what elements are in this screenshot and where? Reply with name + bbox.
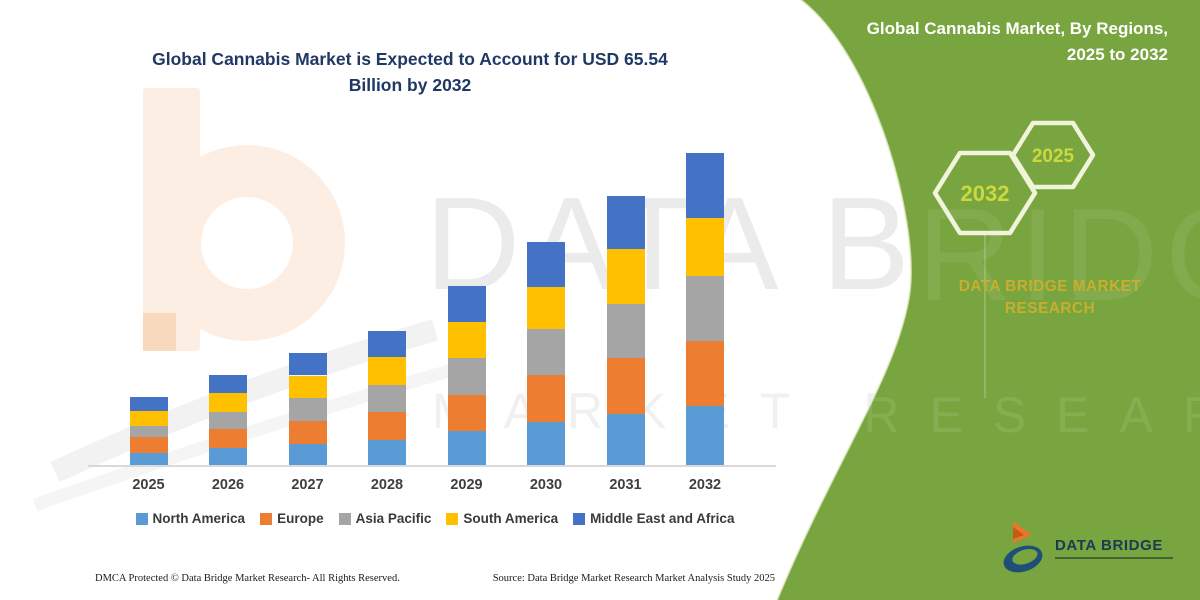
side-panel-background <box>777 0 1200 600</box>
axis-label-year-2031: 2031 <box>609 477 642 493</box>
legend-label: North America <box>152 511 246 526</box>
legend-label: Europe <box>277 511 324 526</box>
legend-swatch-icon <box>446 512 459 525</box>
axis-label-year-2028: 2028 <box>370 477 404 493</box>
brand-caption: DATA BRIDGE MARKET RESEARCH <box>958 278 1142 318</box>
footer-dmca-text: DMCA Protected © Data Bridge Market Rese… <box>95 573 400 584</box>
panel-heading-line1: Global Cannabis Market, By Regions, <box>866 19 1168 38</box>
bar-2032-segment-north-america <box>686 406 724 465</box>
bar-2025-segment-asia-pacific <box>129 426 168 438</box>
legend-item-south-america: South America <box>446 511 558 526</box>
company-logo: DATA BRIDGE <box>1000 520 1173 576</box>
bar-2025-segment-south-america <box>129 410 168 427</box>
bar-2031-segment-asia-pacific <box>606 303 645 359</box>
bar-2029-segment-north-america <box>447 431 486 465</box>
bar-2029-segment-europe <box>447 394 486 432</box>
footer-source-text: Source: Data Bridge Market Research Mark… <box>492 573 775 584</box>
axis-label-year-2026: 2026 <box>211 477 245 493</box>
bar-2032-segment-asia-pacific <box>686 276 724 342</box>
bar-2028-segment-south-america <box>368 357 406 386</box>
bar-2030-segment-middle-east-and-africa <box>527 241 565 287</box>
bar-2030-segment-asia-pacific <box>527 329 565 375</box>
legend-item-asia-pacific: Asia Pacific <box>338 511 432 526</box>
bar-2032-segment-middle-east-and-africa <box>686 153 724 218</box>
legend-label: South America <box>463 511 559 526</box>
bar-2028-segment-europe <box>368 412 406 440</box>
legend-swatch-icon <box>338 512 351 525</box>
bar-2025-segment-middle-east-and-africa <box>129 397 168 411</box>
bar-2025-segment-europe <box>129 437 168 453</box>
bar-2025-segment-north-america <box>129 452 168 465</box>
bar-2027-segment-asia-pacific <box>288 398 327 421</box>
bar-2031-segment-middle-east-and-africa <box>606 196 645 249</box>
logo-divider <box>1055 557 1173 559</box>
panel-heading: Global Cannabis Market, By Regions, 2025… <box>828 16 1168 67</box>
bar-2026-segment-asia-pacific <box>209 412 247 429</box>
axis-label-year-2029: 2029 <box>450 477 483 493</box>
bar-2031-segment-south-america <box>606 248 645 304</box>
axis-label-year-2027: 2027 <box>291 477 324 493</box>
bar-2027-segment-south-america <box>288 375 327 399</box>
axis-label-year-2025: 2025 <box>132 477 165 493</box>
bar-2032-segment-south-america <box>686 217 724 276</box>
axis-label-year-2032: 2032 <box>688 477 722 493</box>
bar-2026-segment-europe <box>209 428 247 448</box>
bar-2027-segment-north-america <box>288 444 327 465</box>
bar-2029-segment-middle-east-and-africa <box>447 286 486 322</box>
bar-2028-segment-north-america <box>368 439 406 465</box>
company-logo-text: DATA BRIDGE <box>1055 537 1163 555</box>
bar-2027-segment-middle-east-and-africa <box>288 352 327 376</box>
bar-2026-segment-middle-east-and-africa <box>209 375 247 394</box>
legend-swatch-icon <box>260 512 273 525</box>
bar-2031-segment-north-america <box>606 414 645 465</box>
bar-2031-segment-europe <box>606 358 645 415</box>
bar-2027-segment-europe <box>288 420 327 445</box>
hexagon-2032-label: 2032 <box>961 181 1010 206</box>
bar-2026-segment-north-america <box>209 447 247 465</box>
footer: DMCA Protected © Data Bridge Market Rese… <box>95 573 775 584</box>
axis-label-year-2030: 2030 <box>529 477 563 493</box>
bar-2032-segment-europe <box>686 341 724 407</box>
chart-title: Global Cannabis Market is Expected to Ac… <box>152 49 668 96</box>
bar-2030-segment-north-america <box>527 421 565 465</box>
chart-legend: North America Europe Asia Pacific South Ame… <box>90 511 780 526</box>
data-bridge-logo-icon <box>1003 521 1043 573</box>
bar-2028-segment-asia-pacific <box>368 385 406 413</box>
panel-heading-line2: 2025 to 2032 <box>1066 44 1168 64</box>
bar-2026-segment-south-america <box>209 393 247 413</box>
bar-2030-segment-europe <box>527 374 565 422</box>
hexagon-2032-icon <box>932 150 1038 236</box>
bar-2030-segment-south-america <box>527 286 565 330</box>
hexagon-2025-label: 2025 <box>1032 146 1075 167</box>
legend-item-north-america: North America <box>135 511 246 526</box>
legend-item-middle-east-and-africa: Middle East and Africa <box>573 511 734 526</box>
legend-item-europe: Europe <box>260 511 324 526</box>
legend-swatch-icon <box>135 512 148 525</box>
legend-label: Asia Pacific <box>355 511 432 526</box>
bar-2029-segment-south-america <box>447 321 486 359</box>
bar-2028-segment-middle-east-and-africa <box>368 331 406 358</box>
legend-swatch-icon <box>573 512 586 525</box>
hexagon-2025-icon <box>1010 120 1096 190</box>
bar-2029-segment-asia-pacific <box>447 358 486 395</box>
x-axis-line <box>88 465 776 467</box>
legend-label: Middle East and Africa <box>590 511 735 526</box>
panel-edge-highlight <box>776 0 912 600</box>
